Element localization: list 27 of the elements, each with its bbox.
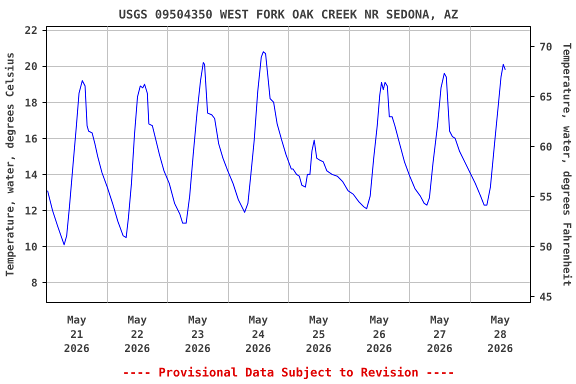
y2-tick-label: 65: [540, 90, 552, 104]
line-series: [47, 51, 506, 246]
y-tick-label: 22: [24, 24, 38, 38]
y-tick-label: 10: [24, 240, 38, 254]
y-tick-label: 8: [31, 276, 38, 290]
x-tick-label: May 28 2026: [487, 314, 514, 356]
x-tick-label: May 21 2026: [64, 314, 90, 356]
x-tick-label: May 25 2026: [306, 314, 332, 356]
x-tick-label: May 22 2026: [124, 314, 150, 356]
x-tick-label: May 24 2026: [245, 314, 272, 356]
y-tick-label: 18: [24, 96, 38, 110]
y2-tick-label: 55: [540, 190, 552, 204]
chart-title: USGS 09504350 WEST FORK OAK CREEK NR SEDONA, AZ: [118, 8, 458, 22]
y2-axis-title: Temperature, water, degrees Fahrenheit: [560, 42, 574, 286]
y2-tick-label: 70: [540, 40, 552, 54]
y-axis-title: Temperature, water, degrees Celsius: [4, 52, 17, 277]
y-tick-label: 16: [24, 132, 38, 146]
x-tick-label: May 26 2026: [366, 314, 392, 356]
x-tick-label: May 27 2026: [426, 314, 453, 356]
y-tick-label: 20: [24, 60, 38, 74]
y2-tick-label: 60: [540, 140, 552, 154]
y2-tick-label: 50: [540, 240, 552, 254]
y-tick-label: 14: [24, 168, 38, 182]
x-tick-label: May 23 2026: [184, 314, 211, 356]
y-tick-label: 12: [24, 204, 38, 218]
text: ---- Provisional Data Subject to Revision ----: [122, 366, 455, 380]
y2-tick-label: 45: [540, 290, 552, 304]
